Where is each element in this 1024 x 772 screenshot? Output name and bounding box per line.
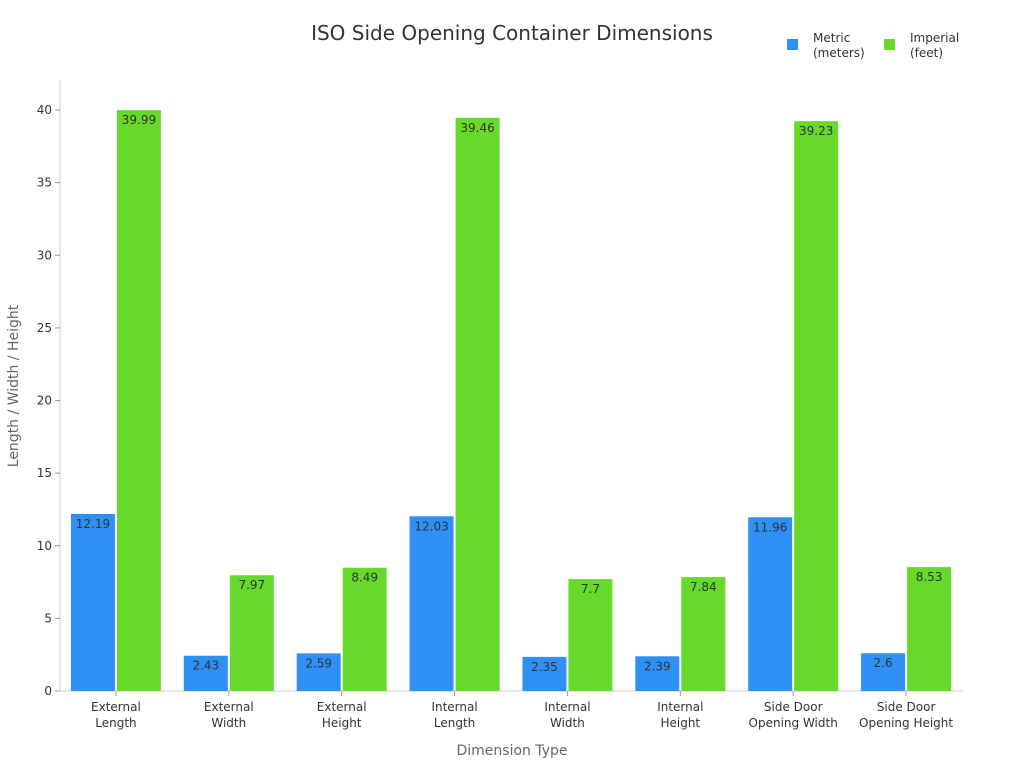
- bar-imperial: [116, 110, 161, 691]
- x-tick-label: Side Door: [877, 700, 936, 714]
- bar-imperial: [342, 567, 387, 691]
- legend-swatch: [787, 39, 798, 50]
- data-label: 8.49: [351, 571, 378, 585]
- data-label: 39.23: [799, 124, 833, 138]
- y-tick-label: 30: [37, 248, 52, 262]
- bar-metric: [409, 516, 454, 691]
- data-label: 12.03: [414, 519, 448, 533]
- data-label: 2.35: [531, 660, 558, 674]
- bar-metric: [70, 513, 115, 691]
- data-label: 39.46: [460, 121, 494, 135]
- data-label: 2.43: [192, 659, 219, 673]
- x-tick-label: Length: [95, 716, 136, 730]
- bar-metric: [748, 517, 793, 691]
- y-tick-label: 40: [37, 103, 52, 117]
- data-label: 2.59: [305, 656, 332, 670]
- y-axis-label: Length / Width / Height: [6, 304, 22, 467]
- bar-metric: [861, 653, 906, 691]
- x-tick-label: Side Door: [764, 700, 823, 714]
- data-label: 39.99: [122, 113, 156, 127]
- data-label: 7.84: [690, 580, 717, 594]
- bar-imperial: [907, 567, 952, 691]
- x-tick-label: Length: [434, 716, 475, 730]
- y-tick-label: 15: [37, 466, 52, 480]
- data-label: 7.7: [581, 582, 600, 596]
- x-tick-label: Opening Width: [749, 716, 838, 730]
- bar-metric: [183, 655, 228, 691]
- legend-label: Imperial: [910, 31, 959, 45]
- x-tick-label: Internal: [544, 700, 590, 714]
- x-tick-label: External: [91, 700, 141, 714]
- legend-swatch: [884, 39, 895, 50]
- y-tick-label: 25: [37, 321, 52, 335]
- x-tick-label: External: [317, 700, 367, 714]
- chart-title: ISO Side Opening Container Dimensions: [311, 21, 713, 45]
- bar-imperial: [229, 575, 274, 691]
- data-label: 11.96: [753, 520, 787, 534]
- y-tick-label: 5: [44, 611, 52, 625]
- x-tick-label: Width: [550, 716, 585, 730]
- y-tick-label: 10: [37, 539, 52, 553]
- y-tick-label: 20: [37, 394, 52, 408]
- x-axis-label: Dimension Type: [456, 743, 567, 759]
- x-tick-label: Opening Height: [859, 716, 953, 730]
- y-tick-label: 0: [44, 684, 52, 698]
- legend-label: Metric: [813, 31, 850, 45]
- y-tick-label: 35: [37, 176, 52, 190]
- x-tick-label: Internal: [657, 700, 703, 714]
- data-label: 2.6: [874, 656, 893, 670]
- bar-imperial: [794, 121, 839, 691]
- x-tick-label: Height: [322, 716, 362, 730]
- bar-imperial: [568, 579, 613, 691]
- data-label: 7.97: [238, 578, 265, 592]
- data-label: 8.53: [916, 570, 943, 584]
- x-tick-label: External: [204, 700, 254, 714]
- bar-metric: [522, 656, 567, 691]
- bar-metric: [296, 653, 341, 691]
- data-label: 12.19: [76, 517, 110, 531]
- bar-metric: [635, 656, 680, 691]
- x-tick-label: Height: [660, 716, 700, 730]
- legend-label: (feet): [910, 46, 943, 60]
- data-label: 2.39: [644, 659, 671, 673]
- x-tick-label: Internal: [431, 700, 477, 714]
- bar-imperial: [455, 117, 500, 691]
- x-tick-label: Width: [211, 716, 246, 730]
- bar-imperial: [681, 577, 726, 691]
- legend-label: (meters): [813, 46, 865, 60]
